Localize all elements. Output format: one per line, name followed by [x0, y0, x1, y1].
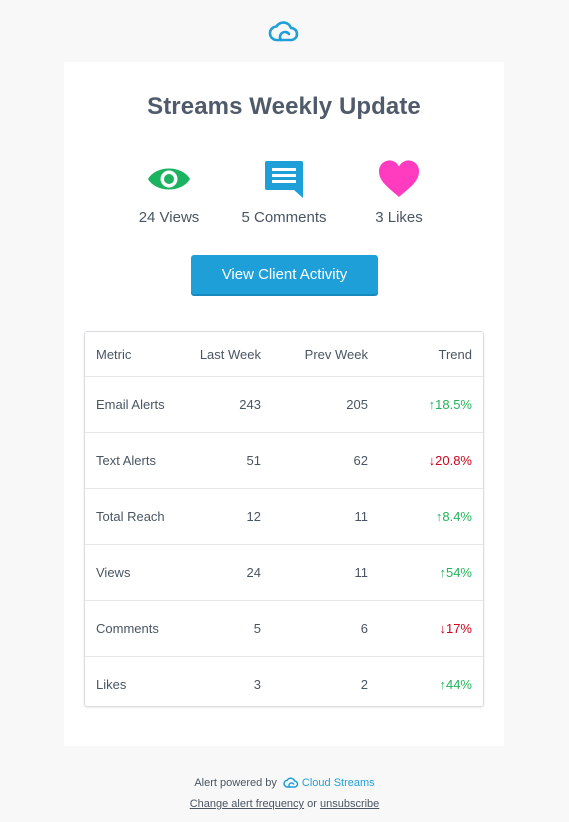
brand-logo: Cloud Streams	[283, 776, 375, 789]
brand-name: Cloud Streams	[301, 776, 375, 789]
trend-value: ↑44%	[439, 677, 472, 692]
table-row: Email Alerts 243 205 ↑18.5%	[85, 377, 483, 433]
table-row: Comments 5 6 ↓17%	[85, 601, 483, 657]
metric-name: Views	[96, 565, 131, 580]
column-header-trend: Trend	[438, 346, 472, 362]
comment-icon	[265, 161, 303, 198]
metrics-table: Metric Last Week Prev Week Trend Email A…	[84, 331, 484, 707]
prev-week-value: 2	[360, 677, 368, 692]
update-card: Streams Weekly Update 24 Views 5 Comment…	[64, 62, 504, 746]
stat-comments-label: 5 Comments	[241, 209, 327, 226]
prev-week-value: 11	[354, 509, 369, 524]
trend-value: ↓17%	[439, 621, 472, 636]
unsubscribe-link[interactable]: unsubscribe	[319, 798, 380, 810]
last-week-value: 12	[246, 509, 261, 524]
page-title: Streams Weekly Update	[147, 93, 421, 120]
trend-value: ↓20.8%	[428, 453, 472, 468]
last-week-value: 5	[253, 621, 261, 636]
table-row: Total Reach 12 11 ↑8.4%	[85, 489, 483, 545]
metric-name: Text Alerts	[96, 453, 156, 468]
eye-icon	[148, 168, 190, 190]
last-week-value: 243	[239, 397, 261, 412]
change-alert-frequency-link[interactable]: Change alert frequency	[189, 798, 305, 810]
table-header-row: Metric Last Week Prev Week Trend	[85, 332, 483, 377]
trend-value: ↑8.4%	[435, 509, 472, 524]
prev-week-value: 11	[354, 565, 369, 580]
preferences-line: Change alert frequency or unsubscribe	[0, 798, 569, 810]
prev-week-value: 6	[360, 621, 368, 636]
metric-name: Likes	[96, 677, 127, 692]
heart-icon	[378, 160, 420, 197]
prev-week-value: 62	[353, 453, 368, 468]
metric-name: Comments	[96, 621, 159, 636]
table-row: Views 24 11 ↑54%	[85, 545, 483, 601]
column-header-prev-week: Prev Week	[304, 346, 368, 362]
trend-value: ↑18.5%	[428, 397, 472, 412]
column-header-last-week: Last Week	[199, 346, 261, 362]
cloud-icon	[283, 777, 299, 788]
stat-likes-label: 3 Likes	[375, 209, 423, 226]
stat-comments: 5 Comments	[224, 157, 344, 226]
prev-week-value: 205	[346, 397, 368, 412]
cloud-icon	[268, 21, 299, 42]
stat-views: 24 Views	[109, 157, 229, 226]
powered-by-text: Alert powered by	[194, 776, 277, 789]
metric-name: Total Reach	[96, 509, 165, 524]
last-week-value: 24	[246, 565, 261, 580]
metric-name: Email Alerts	[96, 397, 165, 412]
table-row: Likes 3 2 ↑44%	[85, 657, 483, 712]
last-week-value: 3	[253, 677, 261, 692]
last-week-value: 51	[246, 453, 261, 468]
table-row: Text Alerts 51 62 ↓20.8%	[85, 433, 483, 489]
stat-views-label: 24 Views	[138, 209, 200, 226]
stat-likes: 3 Likes	[339, 157, 459, 226]
or-text: or	[307, 798, 317, 810]
powered-by-line: Alert powered by Cloud Streams	[0, 776, 569, 789]
column-header-metric: Metric	[96, 346, 132, 362]
footer: Alert powered by Cloud Streams Change al…	[0, 776, 569, 811]
view-client-activity-button[interactable]: View Client Activity	[191, 255, 378, 294]
trend-value: ↑54%	[439, 565, 472, 580]
